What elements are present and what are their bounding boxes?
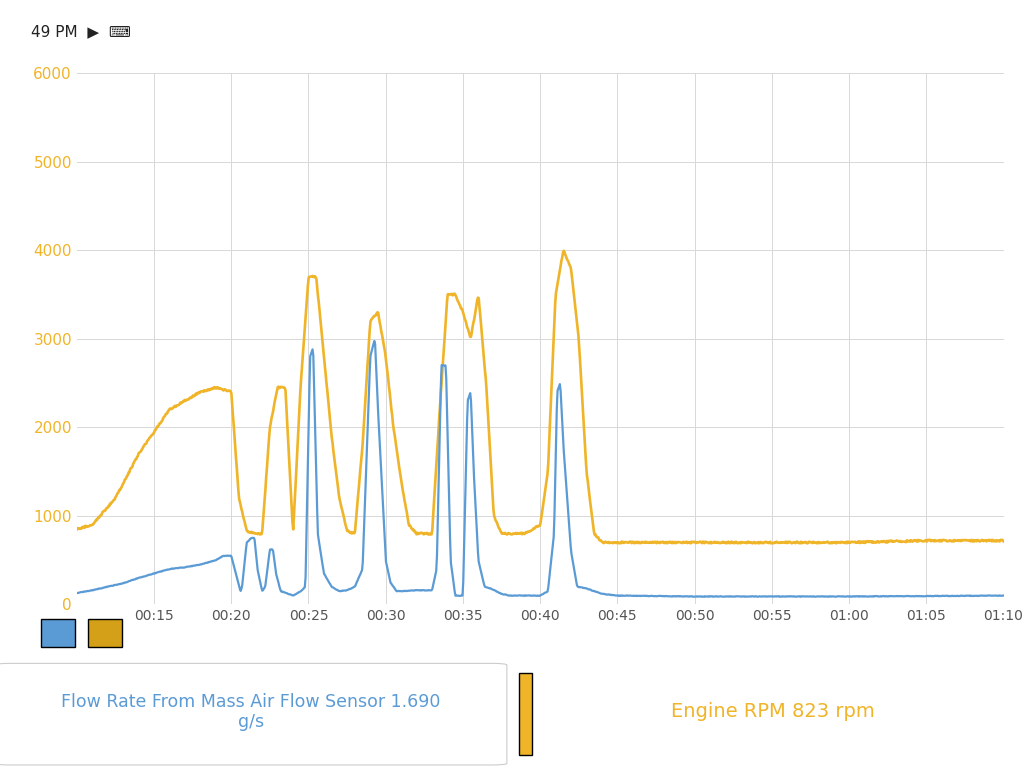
FancyBboxPatch shape xyxy=(519,673,532,755)
FancyBboxPatch shape xyxy=(41,619,76,647)
Text: 49 PM  ▶  ⌨: 49 PM ▶ ⌨ xyxy=(31,25,131,39)
Text: Flow Rate From Mass Air Flow Sensor 1.690
g/s: Flow Rate From Mass Air Flow Sensor 1.69… xyxy=(61,692,440,732)
FancyBboxPatch shape xyxy=(0,664,507,765)
FancyBboxPatch shape xyxy=(88,619,122,647)
Text: Engine RPM 823 rpm: Engine RPM 823 rpm xyxy=(672,702,874,721)
